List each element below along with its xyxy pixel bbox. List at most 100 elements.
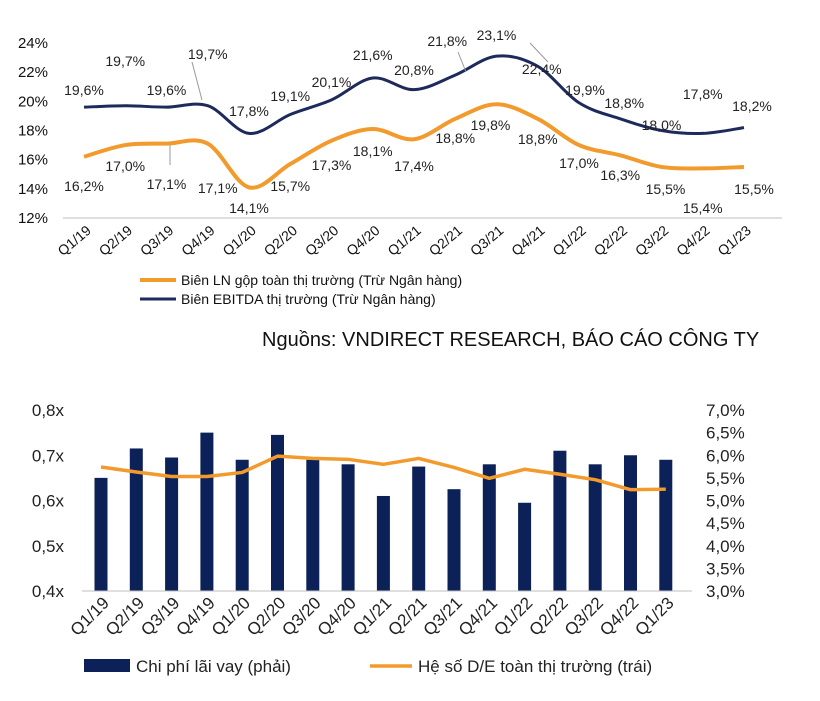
x-tick-label: Q1/22	[490, 593, 536, 639]
interest-cost-bar	[624, 455, 637, 591]
gross-margin-data-label: 15,4%	[683, 200, 723, 216]
right-axis-tick: 5,5%	[706, 469, 745, 488]
leader-line	[191, 61, 203, 101]
interest-cost-bar	[235, 459, 249, 591]
x-tick-label: Q3/19	[137, 593, 183, 639]
interest-cost-bar	[447, 489, 461, 591]
y-tick-label: 14%	[18, 181, 48, 198]
left-axis-tick: 0,5x	[32, 537, 65, 556]
gross-margin-data-label: 18,8%	[435, 130, 475, 146]
left-axis-tick: 0,7x	[32, 446, 65, 465]
x-tick-label: Q2/21	[384, 593, 430, 639]
x-tick-label: Q2/22	[526, 593, 572, 639]
x-tick-label: Q3/19	[137, 222, 177, 259]
interest-cost-bar	[376, 495, 390, 591]
leader-line	[529, 42, 549, 63]
x-tick-label: Q4/19	[178, 222, 218, 259]
right-axis-tick: 4,0%	[706, 537, 745, 556]
interest-cost-bar	[165, 457, 179, 591]
gross-margin-data-label: 18,1%	[353, 143, 393, 159]
ebitda-data-label: 19,7%	[188, 46, 228, 62]
x-tick-label: Q4/19	[173, 593, 219, 639]
interest-cost-bar	[94, 477, 108, 591]
ebitda-data-label: 21,8%	[427, 33, 467, 49]
interest-cost-bar	[588, 464, 602, 591]
interest-cost-bar	[306, 459, 320, 591]
interest-cost-bar	[271, 434, 284, 591]
legend-label-interest: Chi phí lãi vay (phải)	[136, 657, 291, 676]
y-tick-label: 18%	[18, 123, 48, 140]
left-axis-tick: 0,8x	[32, 401, 65, 420]
ebitda-data-label: 19,7%	[105, 53, 145, 69]
y-tick-label: 12%	[18, 210, 48, 227]
interest-cost-bar	[659, 459, 673, 591]
left-axis-tick: 0,4x	[32, 582, 65, 601]
gross-margin-data-label: 14,1%	[229, 200, 269, 216]
y-tick-label: 20%	[18, 93, 48, 110]
x-tick-label: Q3/20	[278, 593, 324, 639]
gross-margin-data-label: 18,8%	[518, 131, 558, 147]
gross-margin-data-label: 17,0%	[105, 158, 145, 174]
x-tick-label: Q1/20	[208, 593, 254, 639]
x-tick-label: Q4/22	[596, 593, 642, 639]
ebitda-data-label: 19,6%	[147, 82, 187, 98]
ebitda-data-label: 23,1%	[477, 27, 517, 43]
interest-cost-bar	[482, 464, 496, 591]
margin-line-chart: 12% 14% 16% 18% 20% 22% 24% Q1/19 Q2/19 Q3/19 Q4/1…	[18, 27, 782, 307]
gross-margin-line	[83, 102, 745, 190]
ebitda-data-label: 20,8%	[394, 62, 434, 78]
legend-label-gross: Biên LN gộp toàn thị trường (Trừ Ngân hà…	[181, 272, 462, 288]
interest-cost-bar	[412, 466, 426, 591]
ebitda-data-label: 18,8%	[604, 95, 644, 111]
right-axis-tick: 6,0%	[706, 446, 745, 465]
left-axis-tick: 0,6x	[32, 492, 65, 511]
legend-label-ebitda: Biên EBITDA thị trường (Trừ Ngân hàng)	[181, 291, 436, 307]
ebitda-data-label: 20,1%	[312, 74, 352, 90]
ebitda-data-label: 21,6%	[353, 47, 393, 63]
ebitda-data-label: 17,8%	[683, 86, 723, 102]
right-axis-tick: 5,0%	[706, 492, 745, 511]
ebitda-data-label: 19,6%	[64, 82, 104, 98]
y-tick-label: 22%	[18, 64, 48, 81]
ebitda-data-label: 18,0%	[642, 117, 682, 133]
interest-cost-bar	[518, 502, 532, 591]
legend-swatch-interest	[84, 659, 130, 672]
gross-margin-data-label: 15,7%	[270, 178, 310, 194]
source-note: Nguồns: VNDIRECT RESEARCH, BÁO CÁO CÔNG …	[262, 329, 760, 351]
right-axis-tick: 4,5%	[706, 514, 745, 533]
x-tick-label: Q3/21	[420, 593, 466, 639]
x-tick-label: Q1/23	[631, 593, 677, 639]
right-axis-tick: 3,0%	[706, 582, 745, 601]
x-tick-label: Q3/22	[561, 593, 607, 639]
ebitda-data-label: 19,1%	[270, 88, 310, 104]
gross-margin-data-label: 17,0%	[559, 155, 599, 171]
de-ratio-line	[100, 454, 666, 492]
x-tick-label: Q4/20	[343, 222, 383, 259]
interest-cost-bar	[129, 448, 143, 591]
gross-margin-data-label: 17,3%	[312, 157, 352, 173]
x-tick-label: Q1/23	[714, 222, 754, 259]
x-tick-label: Q4/21	[455, 593, 501, 639]
right-axis-tick: 3,5%	[706, 559, 745, 578]
x-tick-label: Q4/22	[673, 222, 713, 259]
ebitda-data-label: 22,4%	[522, 61, 562, 77]
interest-cost-bar	[341, 464, 355, 591]
legend-label-de: Hệ số D/E toàn thị trường (trái)	[418, 657, 652, 676]
y-tick-label: 16%	[18, 152, 48, 169]
interest-cost-bar	[200, 432, 214, 591]
x-tick-label: Q1/22	[549, 222, 589, 259]
interest-cost-bar	[553, 450, 567, 591]
gross-margin-data-label: 15,5%	[646, 181, 686, 197]
x-tick-label: Q3/20	[302, 222, 342, 259]
x-tick-label: Q3/21	[467, 222, 507, 259]
gross-margin-data-label: 19,8%	[471, 117, 511, 133]
right-axis-tick: 6,5%	[706, 424, 745, 443]
de-interest-combo-chart: 0,4x 0,5x 0,6x 0,7x 0,8x 3,0% 3,5% 4,0% 4,5% 5,0%…	[32, 401, 745, 676]
x-tick-label: Q2/22	[591, 222, 631, 259]
x-tick-label: Q2/19	[96, 222, 136, 259]
x-tick-label: Q1/21	[384, 222, 424, 259]
x-tick-label: Q1/20	[219, 222, 259, 259]
gross-margin-data-label: 17,1%	[147, 176, 187, 192]
gross-margin-data-label: 16,3%	[600, 167, 640, 183]
ebitda-margin-line	[83, 54, 745, 136]
